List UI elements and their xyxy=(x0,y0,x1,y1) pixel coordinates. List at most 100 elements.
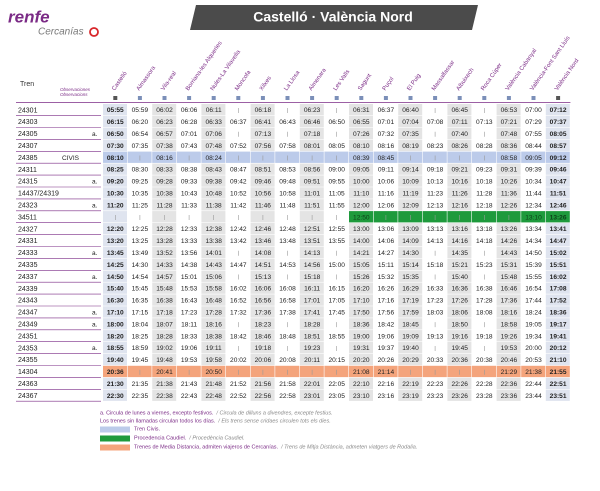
time-cell xyxy=(324,175,349,187)
time-cell xyxy=(496,163,521,175)
time-cell xyxy=(127,246,152,259)
time: 08:47 xyxy=(230,167,247,174)
time-cell xyxy=(176,175,201,187)
time-cell xyxy=(447,187,472,199)
time: 08:01 xyxy=(304,143,321,150)
time-cell xyxy=(373,330,398,342)
time-cell xyxy=(127,258,152,270)
time: 20:53 xyxy=(525,357,542,364)
time-cell xyxy=(299,389,324,401)
time-cell xyxy=(447,127,472,140)
time: 20:46 xyxy=(501,357,518,364)
time-cell xyxy=(226,389,250,401)
train-number: 24337 xyxy=(18,274,38,281)
time-cell xyxy=(275,282,300,294)
time-cell xyxy=(545,258,570,270)
time-cell xyxy=(545,306,570,318)
time-cell xyxy=(299,270,324,282)
station-name: Almassora xyxy=(136,65,158,92)
time-cell xyxy=(398,234,423,247)
time: 09:28 xyxy=(156,179,173,186)
time-cell xyxy=(103,270,127,282)
time-cell xyxy=(373,175,398,187)
time-cell xyxy=(103,365,127,378)
time-cell xyxy=(398,115,423,128)
time-cell xyxy=(176,389,201,401)
time-cell xyxy=(324,151,349,163)
time: 14:25 xyxy=(107,262,124,269)
time-cell xyxy=(373,151,398,163)
time: 09:23 xyxy=(476,167,493,174)
time-cell xyxy=(201,175,226,187)
time: 15:48 xyxy=(501,274,518,281)
time-cell xyxy=(299,234,324,247)
time-cell xyxy=(299,223,324,235)
time-cell xyxy=(152,258,177,270)
time: 13:33 xyxy=(181,238,198,245)
time-cell xyxy=(250,187,275,199)
time: 06:06 xyxy=(181,107,198,114)
time: 16:46 xyxy=(501,286,518,293)
time-cell xyxy=(373,223,398,235)
time: 13:51 xyxy=(304,238,321,245)
time: 10:38 xyxy=(156,191,173,198)
time-cell xyxy=(275,187,300,199)
time: 12:51 xyxy=(304,226,321,233)
time-cell xyxy=(447,270,472,282)
time-cell xyxy=(103,282,127,294)
time: 10:09 xyxy=(402,179,419,186)
time-cell xyxy=(521,127,546,140)
time: 06:54 xyxy=(132,131,149,138)
time-cell xyxy=(422,318,447,330)
time-cell xyxy=(127,330,152,342)
time: 08:05 xyxy=(328,143,345,150)
time-cell xyxy=(299,246,324,259)
time-cell xyxy=(422,258,447,270)
time-cell xyxy=(324,282,349,294)
time: 12:33 xyxy=(181,226,198,233)
time-cell xyxy=(152,353,177,366)
service-icon xyxy=(113,96,118,100)
time-cell xyxy=(176,294,201,306)
time: 20:20 xyxy=(353,357,370,364)
time: 15:00 xyxy=(328,262,345,269)
time-cell xyxy=(324,342,349,354)
time-cell xyxy=(447,151,472,163)
time-cell xyxy=(226,258,250,270)
time: 06:57 xyxy=(156,131,173,138)
time-cell xyxy=(299,187,324,199)
time: 14:08 xyxy=(255,250,272,257)
time-cell xyxy=(373,258,398,270)
time-cell xyxy=(324,139,349,151)
time: 18:42 xyxy=(230,333,247,340)
time-cell xyxy=(496,127,521,140)
time-cell xyxy=(545,187,570,199)
time-cell xyxy=(275,294,300,306)
time: 07:43 xyxy=(181,143,198,150)
brand-icon xyxy=(89,27,99,37)
time-cell xyxy=(349,199,373,211)
time-cell xyxy=(349,211,373,223)
time-cell xyxy=(299,199,324,211)
time: 16:56 xyxy=(255,298,272,305)
time-cell xyxy=(152,377,177,389)
service-icon xyxy=(506,96,511,100)
time: 07:30 xyxy=(107,143,124,150)
time: 17:15 xyxy=(132,310,149,317)
time: 20:08 xyxy=(279,357,296,364)
time-cell xyxy=(521,163,546,175)
time-cell xyxy=(373,282,398,294)
time-cell xyxy=(521,115,546,128)
time-cell xyxy=(127,318,152,330)
time-cell xyxy=(349,104,373,116)
time-cell xyxy=(176,318,201,330)
time-cell xyxy=(447,377,472,389)
time: 14:54 xyxy=(132,274,149,281)
time: 11:38 xyxy=(206,202,222,209)
time-cell xyxy=(176,258,201,270)
time: 13:34 xyxy=(525,226,542,233)
time-cell xyxy=(152,282,177,294)
time-cell xyxy=(226,187,250,199)
train-note: a. xyxy=(92,309,98,316)
train-number: 24315 xyxy=(18,179,38,186)
